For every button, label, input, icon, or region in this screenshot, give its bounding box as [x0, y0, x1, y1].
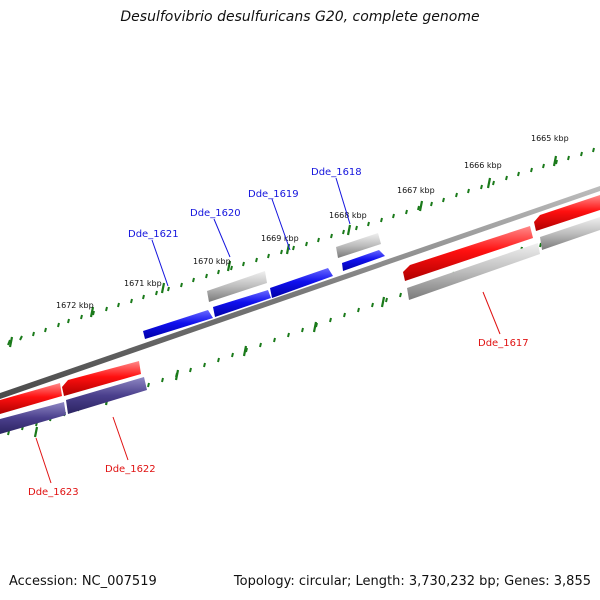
scale-label: 1666 kbp	[464, 161, 502, 170]
scale-label: 1670 kbp	[193, 257, 231, 266]
scale-label: 1669 kbp	[261, 234, 299, 243]
scale-label: 1665 kbp	[531, 134, 569, 143]
genome-summary-label: Topology: circular; Length: 3,730,232 bp…	[233, 574, 591, 589]
accession-label: Accession: NC_007519	[9, 574, 157, 589]
gene-arrow-dde-1622[interactable]	[62, 361, 141, 396]
gene-arrow-dde-1619[interactable]	[270, 268, 333, 298]
gene-arrow-dde-1618[interactable]	[342, 250, 385, 271]
gene-arrow-dde-1621[interactable]	[143, 310, 213, 339]
genome-title: Desulfovibrio desulfuricans G20, complet…	[120, 9, 480, 25]
scale-label: 1671 kbp	[124, 279, 162, 288]
gene-shadow-dde-1618	[336, 233, 381, 258]
scale-label: 1672 kbp	[56, 301, 94, 310]
gene-label-dde-1617[interactable]: Dde_1617	[478, 338, 529, 349]
gene-label-dde-1620[interactable]: Dde_1620	[190, 208, 241, 219]
gene-arrow-dde-1623[interactable]	[0, 383, 62, 414]
scale-label: 1667 kbp	[397, 186, 435, 195]
gene-arrow-dde-1620[interactable]	[213, 290, 271, 317]
gene-shadow-dde-1620	[207, 271, 267, 302]
genome-backbone	[0, 186, 600, 399]
forward-strand-features	[143, 233, 385, 339]
gene-label-dde-1623[interactable]: Dde_1623	[28, 487, 79, 498]
gene-label-dde-1618[interactable]: Dde_1618	[311, 167, 362, 178]
gene-shadow-dde-1617	[407, 243, 540, 300]
outer-tick-track	[7, 147, 595, 348]
gene-label-dde-1622[interactable]: Dde_1622	[105, 464, 156, 475]
label-leaders	[35, 177, 501, 484]
gene-shadow-dde-1622	[66, 377, 147, 414]
gene-shadow-dde-1623	[0, 402, 66, 434]
gene-shadow-dde-1617-next	[540, 217, 600, 250]
reverse-strand-features	[0, 195, 600, 434]
gene-arrow-dde-1617-next[interactable]	[534, 195, 600, 231]
gene-arrow-dde-1617[interactable]	[403, 226, 533, 281]
gene-label-dde-1621[interactable]: Dde_1621	[128, 229, 179, 240]
gene-label-dde-1619[interactable]: Dde_1619	[248, 189, 299, 200]
